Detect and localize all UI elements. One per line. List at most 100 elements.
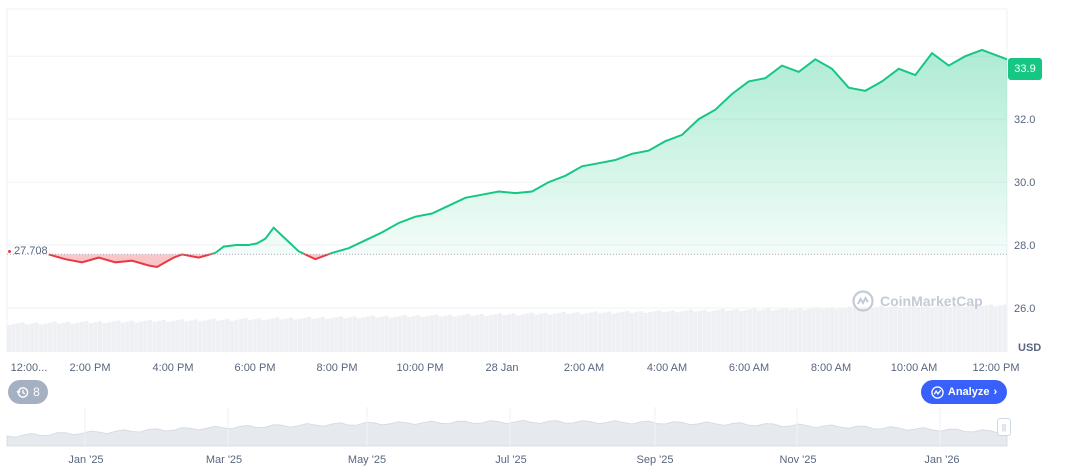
volume-bar (43, 323, 48, 352)
volume-bar (297, 318, 303, 352)
navigator-label: Jul '25 (495, 454, 526, 466)
x-tick-label: 10:00 AM (891, 362, 937, 374)
volume-bar (229, 320, 234, 352)
volume-bar (838, 308, 844, 352)
volume-bar (520, 314, 525, 352)
volume-bar (743, 310, 748, 352)
volume-bar (320, 317, 325, 352)
volume-bar (7, 325, 12, 352)
volume-bar (302, 317, 307, 352)
x-tick-label: 4:00 AM (647, 362, 687, 374)
y-tick-label: 28.0 (1014, 240, 1035, 252)
volume-bar (343, 318, 348, 352)
volume-bar (875, 306, 880, 352)
coinmarketcap-logo-icon (852, 290, 874, 312)
volume-bar (57, 323, 62, 352)
volume-bar (807, 309, 812, 352)
volume-bar (534, 314, 539, 352)
volume-bar (657, 310, 662, 352)
x-tick-label: 6:00 AM (729, 362, 769, 374)
volume-bar (220, 319, 225, 352)
volume-bar (120, 322, 125, 352)
volume-bar (525, 313, 530, 352)
watermark: CoinMarketCap (852, 290, 983, 312)
volume-bar (202, 320, 207, 352)
volume-bar (643, 312, 648, 352)
x-tick-label: 10:00 PM (396, 362, 443, 374)
volume-bar (188, 320, 194, 352)
volume-bar (729, 310, 734, 352)
navigator-label: Mar '25 (206, 454, 242, 466)
volume-bar (11, 324, 16, 352)
volume-bar (429, 315, 434, 352)
navigator[interactable]: Jan '25 Mar '25 May '25 Jul '25 Sep '25 Nov '… (6, 407, 1008, 466)
volume-bar (797, 307, 803, 352)
volume-bar (52, 321, 57, 352)
volume-bar (61, 322, 66, 352)
volume-bar (588, 312, 594, 352)
volume-bar (702, 309, 707, 352)
x-tick-label: 4:00 PM (153, 362, 194, 374)
volume-bar (438, 316, 444, 352)
volume-bar (857, 307, 862, 352)
volume-bar (884, 307, 889, 352)
volume-bar (547, 314, 553, 352)
volume-bar (407, 317, 412, 352)
volume-bar (175, 320, 180, 352)
volume-bar (416, 315, 421, 352)
volume-bar (620, 311, 625, 352)
volume-bar (275, 317, 280, 352)
volume-bar (511, 313, 516, 352)
volume-bar (761, 309, 766, 352)
navigator-label: May '25 (348, 454, 386, 466)
volume-bar (575, 312, 580, 352)
volume-bar (502, 315, 507, 352)
volume-bar (793, 308, 798, 352)
volume-bars (7, 304, 1007, 352)
volume-bar (375, 317, 380, 352)
history-badge[interactable]: 8 (8, 380, 48, 404)
volume-bar (870, 307, 875, 352)
volume-bar (243, 318, 248, 352)
volume-bar (284, 318, 289, 352)
y-tick-label: 30.0 (1014, 177, 1035, 189)
y-tick-label: 32.0 (1014, 114, 1035, 126)
volume-bar (966, 305, 971, 352)
reference-dot-icon (8, 249, 11, 253)
volume-bar (670, 310, 675, 352)
volume-bar (170, 321, 175, 352)
current-price-tag: 33.9 (1008, 58, 1042, 80)
x-tick-label: 8:00 AM (811, 362, 851, 374)
y-tick-label: 26.0 (1014, 303, 1035, 315)
volume-bar (666, 311, 671, 352)
volume-bar (138, 321, 144, 352)
volume-bar (766, 308, 771, 352)
volume-bar (161, 320, 166, 352)
volume-bar (425, 316, 430, 352)
volume-bar (225, 318, 230, 352)
volume-bar (357, 318, 362, 352)
volume-bar (116, 320, 121, 352)
volume-bar (566, 313, 571, 352)
currency-label: USD (1018, 342, 1042, 354)
volume-bar (925, 305, 930, 352)
volume-bar (638, 310, 644, 352)
analyze-label: Analyze (947, 386, 990, 398)
volume-bar (634, 311, 639, 352)
navigator-handle[interactable]: || (997, 418, 1011, 436)
volume-bar (711, 310, 716, 352)
volume-bar (366, 316, 371, 352)
volume-bar (607, 311, 612, 352)
navigator-label: Jan '26 (924, 454, 959, 466)
volume-bar (70, 323, 75, 352)
chevron-right-icon: › (993, 386, 998, 398)
volume-bar (193, 319, 198, 352)
volume-bar (938, 305, 944, 352)
volume-bar (516, 315, 521, 352)
analyze-button[interactable]: Analyze › (921, 380, 1007, 404)
volume-bar (957, 304, 962, 352)
volume-bar (920, 306, 925, 352)
volume-bar (47, 322, 53, 352)
